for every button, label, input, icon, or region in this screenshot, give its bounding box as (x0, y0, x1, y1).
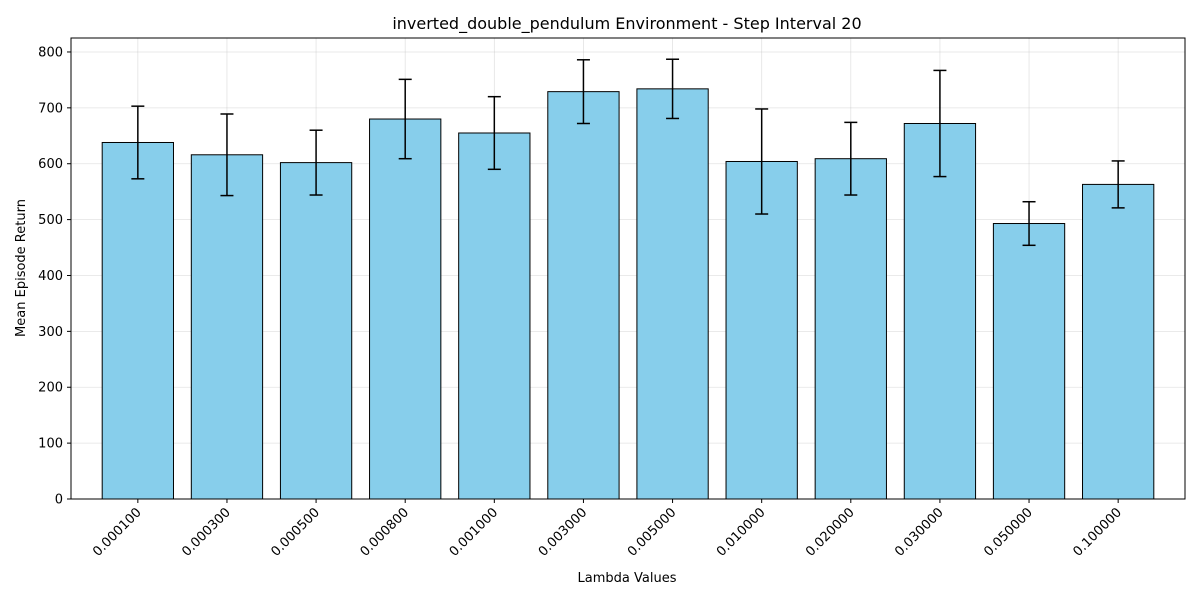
x-tick-label: 0.001000 (447, 505, 501, 559)
y-axis-label: Mean Episode Return (14, 199, 29, 337)
bar (725, 160, 798, 500)
y-tick-label: 0 (55, 493, 63, 508)
y-tick-label: 700 (38, 101, 63, 116)
x-ticks: 0.000100 0.000300 0.000500 0.000800 0.001000… (90, 499, 1125, 560)
chart-title: inverted_double_pendulum Environment - S… (392, 14, 861, 34)
x-tick-label: 0.000300 (179, 505, 233, 559)
y-tick-label: 400 (38, 269, 63, 284)
y-tick-label: 600 (38, 157, 63, 172)
x-tick-label: 0.005000 (625, 505, 679, 559)
bar (458, 132, 531, 500)
plot-frame (70, 37, 1186, 500)
axes (70, 37, 1186, 500)
x-tick-label: 0.010000 (714, 505, 768, 559)
x-axis-label: Lambda Values (578, 571, 677, 586)
bars (101, 88, 1155, 500)
y-tick-label: 800 (38, 45, 63, 60)
bar (636, 88, 709, 500)
error-bars (131, 58, 1125, 247)
bar (814, 158, 887, 500)
x-tick-label: 0.000500 (268, 505, 322, 559)
x-tick-label: 0.100000 (1071, 505, 1125, 559)
x-tick-label: 0.050000 (981, 505, 1035, 559)
y-tick-label: 200 (38, 381, 63, 396)
x-tick-label: 0.003000 (536, 505, 590, 559)
y-tick-label: 100 (38, 437, 63, 452)
bar (992, 223, 1066, 500)
x-tick-label: 0.020000 (803, 505, 857, 559)
bar (190, 154, 264, 500)
bar (101, 141, 174, 500)
bar (369, 118, 442, 500)
x-tick-label: 0.000100 (90, 505, 144, 559)
y-tick-label: 300 (38, 325, 63, 340)
bar (547, 91, 620, 500)
bar (1082, 183, 1155, 500)
bar (903, 122, 977, 500)
bar (279, 162, 353, 500)
x-tick-label: 0.000800 (358, 505, 412, 559)
x-tick-label: 0.030000 (892, 505, 946, 559)
y-ticks: 0 100 200 300 400 500 600 700 800 (38, 45, 71, 508)
y-tick-label: 500 (38, 213, 63, 228)
